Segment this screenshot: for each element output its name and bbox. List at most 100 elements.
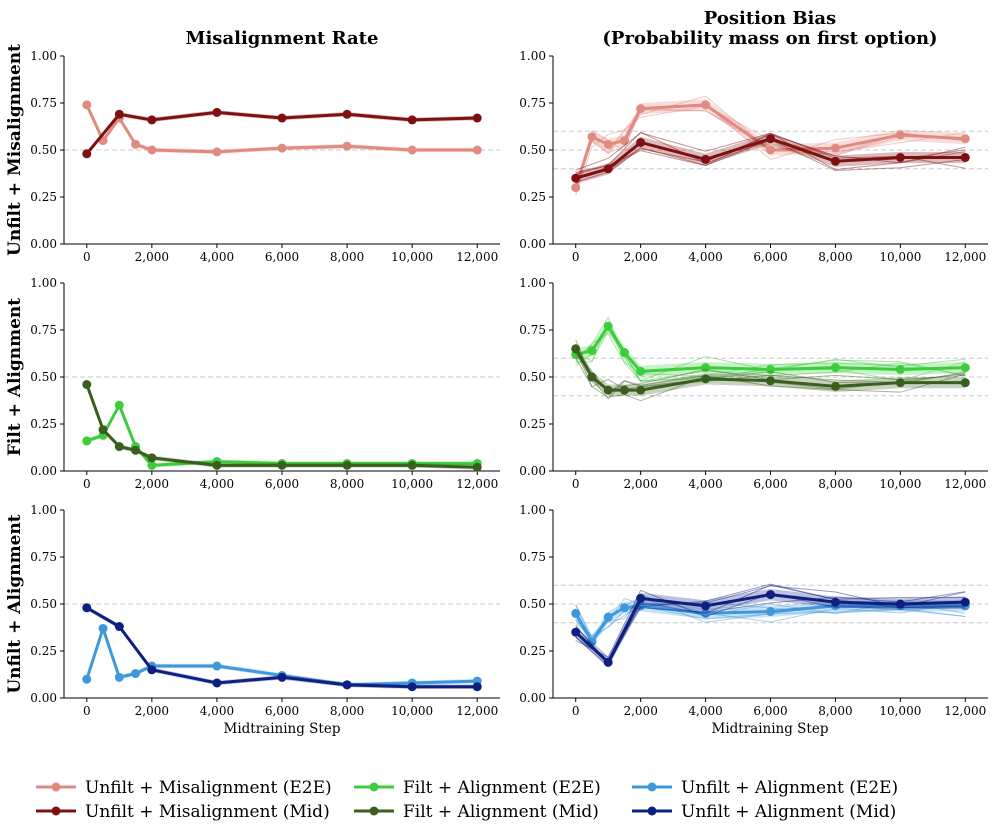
panel-r2-c0-series-unfilt-alignment-mid-point xyxy=(147,665,157,675)
panel-r0-c1-xtick-label: 6,000 xyxy=(753,250,787,264)
panel-r1-c0-xtick-label: 8,000 xyxy=(330,477,364,491)
panel-r0-c1-series-unfilt-misalignment-e2e-point xyxy=(603,139,613,149)
legend-item-filt-alignment-mid-label: Filt + Alignment (Mid) xyxy=(403,802,599,822)
panel-r0-c1-series-unfilt-misalignment-e2e-point xyxy=(830,143,840,153)
panel-r1-c0-series-filt-alignment-mid-point xyxy=(147,453,157,463)
panel-r0-c0-xtick-label: 0 xyxy=(83,250,91,264)
panel-r0-c1-series-unfilt-misalignment-e2e-point xyxy=(895,130,905,140)
panel-r1-c1-series-filt-alignment-e2e-point xyxy=(960,363,970,373)
panel-r1-c1-xtick-label: 12,000 xyxy=(944,477,986,491)
panel-r1-c1-series-filt-alignment-e2e-point xyxy=(603,321,613,331)
legend-item-filt-alignment-e2e-label: Filt + Alignment (E2E) xyxy=(403,778,601,798)
panel-r2-c0: 0.00 0.25 0.50 0.75 1.00 0 2,000 4,000 6,000 8,00… xyxy=(30,503,500,718)
panel-r2-c0-xtick-label: 6,000 xyxy=(265,704,299,718)
panel-r1-c1-series-filt-alignment-mid-point xyxy=(636,385,646,395)
panel-r2-c1-series-unfilt-alignment-e2e-band xyxy=(575,600,966,648)
legend-item-unfilt-alignment-e2e-marker xyxy=(647,782,657,792)
panel-r1-c1: 0.00 0.25 0.50 0.75 1.00 0 2,000 4,000 6,000 8,00… xyxy=(519,276,988,491)
panel-r0-c0-series-unfilt-misalignment-mid-point xyxy=(472,113,482,123)
panel-r0-c1-xtick-label: 2,000 xyxy=(623,250,657,264)
panel-r1-c1-series-filt-alignment-mid-point xyxy=(619,385,629,395)
legend-item-unfilt-misalignment-e2e-marker xyxy=(51,782,61,792)
legend-item-unfilt-misalignment-mid-label: Unfilt + Misalignment (Mid) xyxy=(85,802,330,822)
panel-r2-c0-xtick-label: 2,000 xyxy=(135,704,169,718)
panel-r0-c0-series-unfilt-misalignment-e2e-point xyxy=(472,145,482,155)
panel-r0-c1-ytick-label: 0.25 xyxy=(519,190,546,204)
panel-r1-c1-series-filt-alignment-mid-seed-line xyxy=(575,347,966,400)
panel-r0-c0-series-unfilt-misalignment-mid-line xyxy=(85,110,478,155)
panel-r1-c0-series-filt-alignment-mid-point xyxy=(82,380,92,390)
panel-r1-c0-series-filt-alignment-mid-point xyxy=(472,462,482,472)
panel-r1-c0-ytick-label: 0.25 xyxy=(30,417,57,431)
panel-r0-c0-ytick-label: 0.75 xyxy=(30,96,57,110)
panel-r1-c1-series-filt-alignment-e2e-point xyxy=(619,348,629,358)
panel-r0-c0-series-unfilt-misalignment-mid-point xyxy=(147,115,157,125)
panel-r1-c1-ytick-label: 0.00 xyxy=(519,464,546,478)
panel-r1-c0-series-filt-alignment-mid-point xyxy=(277,460,287,470)
panel-r1-c0-xtick-label: 4,000 xyxy=(200,477,234,491)
panel-r2-c0-series-unfilt-alignment-e2e-point xyxy=(131,669,141,679)
panel-r0-c0-series-unfilt-misalignment-e2e-point xyxy=(277,143,287,153)
panel-r1-c1-series-filt-alignment-e2e-point xyxy=(701,363,711,373)
panel-r1-c1-series-filt-alignment-e2e-seed-line xyxy=(575,322,966,382)
panel-r2-c1-xtick-label: 6,000 xyxy=(753,704,787,718)
panel-r1-c1-series-filt-alignment-e2e-point xyxy=(830,363,840,373)
panel-r1-c1-xtick-label: 4,000 xyxy=(688,477,722,491)
legend-item-unfilt-alignment-mid-label: Unfilt + Alignment (Mid) xyxy=(681,802,896,822)
panel-r0-c1-series-unfilt-misalignment-mid-seed-line xyxy=(575,132,966,171)
panel-r0-c0-xtick-label: 4,000 xyxy=(200,250,234,264)
legend-item-filt-alignment-mid-marker xyxy=(369,806,379,816)
title-position-bias: Position Bias xyxy=(704,8,836,29)
panel-r0-c1-xtick-label: 12,000 xyxy=(944,250,986,264)
panel-r0-c0-series-unfilt-misalignment-mid-point xyxy=(82,149,92,159)
panel-r0-c1-series-unfilt-misalignment-e2e-point xyxy=(960,134,970,144)
legend-item-unfilt-misalignment-mid-marker xyxy=(51,806,61,816)
legend-item-unfilt-alignment-mid-marker xyxy=(647,806,657,816)
panel-r0-c0: 0.00 0.25 0.50 0.75 1.00 0 2,000 4,000 6,000 8,00… xyxy=(30,49,500,264)
panel-r0-c0-series-unfilt-misalignment-e2e-point xyxy=(342,141,352,151)
panel-r1-c1-series-filt-alignment-mid-point xyxy=(960,378,970,388)
panel-r1-c1-series-filt-alignment-e2e-band xyxy=(575,320,966,377)
panel-r0-c1-series-unfilt-misalignment-mid-point xyxy=(830,156,840,166)
panel-r2-c0-xtick-label: 4,000 xyxy=(200,704,234,718)
panel-r1-c1-ytick-label: 0.50 xyxy=(519,370,546,384)
panel-r0-c1-series-unfilt-misalignment-mid-point xyxy=(603,164,613,174)
panel-r1-c1-series-filt-alignment-e2e-point xyxy=(895,364,905,374)
panel-r1-c0-series-filt-alignment-mid-point xyxy=(98,425,108,435)
panel-r0-c0-xtick-label: 2,000 xyxy=(135,250,169,264)
panel-r1-c0-series-filt-alignment-e2e-point xyxy=(82,436,92,446)
x-axis-label-right: Midtraining Step xyxy=(712,721,829,737)
panel-r0-c1-ytick-label: 0.00 xyxy=(519,237,546,251)
panel-r1-c1-series-filt-alignment-e2e-point xyxy=(587,346,597,356)
panel-r2-c0-ytick-label: 0.75 xyxy=(30,550,57,564)
panel-r1-c1-xtick-label: 2,000 xyxy=(623,477,657,491)
panel-r0-c0-series-unfilt-misalignment-e2e-point xyxy=(407,145,417,155)
panel-r1-c0-xtick-label: 12,000 xyxy=(456,477,498,491)
panel-r2-c1-series-unfilt-alignment-mid-point xyxy=(960,597,970,607)
panel-r2-c0-xtick-label: 12,000 xyxy=(456,704,498,718)
panel-r1-c1-series-filt-alignment-e2e-seed-line xyxy=(575,316,966,383)
panel-r2-c1-series-unfilt-alignment-mid-point xyxy=(766,590,775,600)
panel-r0-c1-ytick-label: 1.00 xyxy=(519,49,546,63)
panel-r2-c1-series-unfilt-alignment-e2e-point xyxy=(766,607,775,617)
panel-r1-c0-ytick-label: 1.00 xyxy=(30,276,57,290)
panel-r1-c0-series-filt-alignment-mid-point xyxy=(212,460,222,470)
panel-r0-c1-ytick-label: 0.75 xyxy=(519,96,546,110)
panel-r2-c0-series-unfilt-alignment-mid-point xyxy=(472,682,482,692)
panel-r2-c0-series-unfilt-alignment-mid-point xyxy=(114,622,124,632)
panel-r2-c1-series-unfilt-alignment-mid-line xyxy=(574,593,966,664)
legend-item-filt-alignment-e2e-marker xyxy=(369,782,379,792)
panel-r0-c1-series-unfilt-misalignment-e2e-seed-line xyxy=(575,108,966,193)
panel-r2-c1-xtick-label: 10,000 xyxy=(879,704,921,718)
panel-r0-c1-xtick-label: 4,000 xyxy=(688,250,722,264)
panel-r2-c1-series-unfilt-alignment-mid-point xyxy=(701,601,711,611)
panel-r1-c0-series-filt-alignment-e2e-point xyxy=(147,460,157,470)
panel-r1-c1-xtick-label: 10,000 xyxy=(879,477,921,491)
panel-r1-c1-series-filt-alignment-mid-point xyxy=(895,378,905,388)
row-label-unfilt-alignment: Unfilt + Alignment xyxy=(5,514,25,693)
panel-r0-c1-series-unfilt-misalignment-e2e-point xyxy=(636,104,646,114)
panel-r2-c0-xtick-label: 10,000 xyxy=(391,704,433,718)
panel-r1-c1-series-filt-alignment-mid-point xyxy=(571,344,581,354)
panel-r1-c1-series-filt-alignment-mid-point xyxy=(603,385,613,395)
panel-r0-c1-series-unfilt-misalignment-mid-point xyxy=(636,137,646,147)
